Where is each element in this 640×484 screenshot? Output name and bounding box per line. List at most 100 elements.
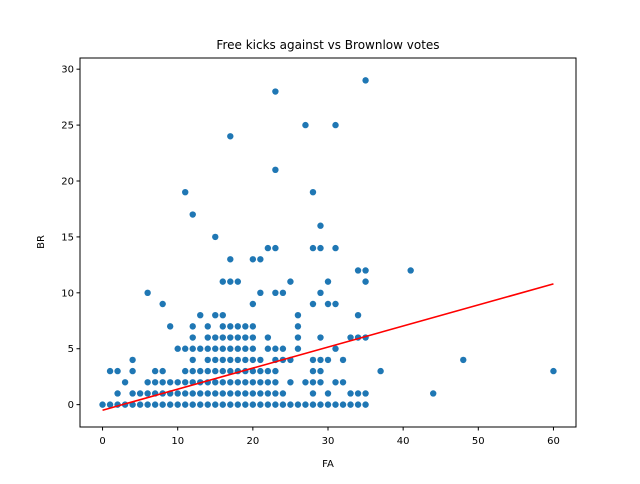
scatter-point (347, 334, 354, 341)
scatter-point (332, 121, 339, 129)
scatter-point (234, 323, 242, 330)
scatter-point (249, 379, 257, 386)
scatter-point (136, 390, 144, 397)
scatter-point (242, 323, 249, 330)
scatter-point (257, 289, 264, 297)
scatter-point (242, 334, 249, 341)
scatter-point (234, 356, 242, 364)
scatter-point (219, 367, 226, 375)
scatter-point (272, 401, 279, 408)
scatter-point (272, 244, 279, 252)
scatter-point (242, 390, 249, 397)
scatter-point (264, 345, 272, 352)
scatter-point (234, 334, 242, 341)
scatter-point (204, 323, 211, 330)
scatter-point (309, 188, 317, 196)
scatter-point (249, 345, 257, 352)
scatter-point (129, 367, 136, 375)
scatter-point (272, 367, 279, 375)
scatter-point (257, 390, 264, 397)
scatter-point (227, 379, 234, 386)
scatter-point (114, 367, 121, 375)
scatter-point (219, 356, 226, 364)
scatter-point (354, 401, 362, 408)
y-axis-label: BR (36, 235, 47, 249)
x-tick-label: 50 (472, 436, 485, 447)
scatter-point (219, 278, 226, 285)
scatter-point (272, 289, 279, 297)
scatter-point (339, 379, 347, 386)
scatter-point (197, 401, 204, 408)
scatter-point (407, 267, 414, 274)
scatter-point (212, 390, 219, 397)
scatter-point (227, 390, 234, 397)
scatter-point (257, 379, 264, 386)
scatter-point (347, 401, 354, 408)
scatter-point (144, 379, 151, 386)
scatter-point (159, 379, 166, 386)
scatter-point (354, 311, 362, 319)
scatter-point (279, 401, 287, 408)
scatter-point (182, 367, 189, 375)
scatter-point (550, 367, 557, 375)
scatter-point (114, 390, 121, 397)
scatter-point (249, 356, 257, 364)
scatter-point (287, 278, 294, 285)
scatter-point (219, 323, 226, 330)
scatter-point (272, 379, 279, 386)
scatter-point (272, 345, 279, 352)
scatter-point (227, 367, 234, 375)
scatter-point (317, 334, 324, 341)
scatter-point (212, 311, 219, 319)
scatter-point (219, 311, 226, 319)
y-tick-label: 0 (68, 400, 74, 411)
scatter-point (332, 244, 339, 252)
scatter-point (460, 356, 467, 364)
scatter-point (204, 401, 211, 408)
scatter-point (234, 278, 242, 285)
scatter-point (272, 88, 279, 95)
scatter-point (182, 379, 189, 386)
scatter-point (159, 300, 166, 308)
scatter-point (264, 401, 272, 408)
scatter-point (332, 300, 339, 308)
scatter-point (317, 356, 324, 364)
scatter-point (197, 345, 204, 352)
scatter-point (324, 390, 332, 397)
x-axis-label: FA (322, 459, 334, 470)
scatter-point (354, 267, 362, 274)
chart-title: Free kicks against vs Brownlow votes (216, 38, 439, 52)
scatter-point (189, 367, 196, 375)
scatter-point (144, 401, 151, 408)
scatter-point (136, 401, 144, 408)
scatter-point (257, 356, 264, 364)
scatter-point (309, 244, 317, 252)
scatter-point (362, 278, 369, 285)
scatter-point (129, 390, 136, 397)
scatter-point (354, 390, 362, 397)
x-tick-label: 10 (171, 436, 184, 447)
scatter-point (182, 345, 189, 352)
y-tick-label: 10 (61, 288, 74, 299)
scatter-point (257, 367, 264, 375)
scatter-point (294, 401, 302, 408)
scatter-point (227, 278, 234, 285)
scatter-point (362, 267, 369, 274)
scatter-point (227, 133, 234, 140)
scatter-point (212, 401, 219, 408)
scatter-point (257, 256, 264, 263)
scatter-point (317, 379, 324, 386)
scatter-point (234, 379, 242, 386)
scatter-point (249, 334, 257, 341)
scatter-point (264, 334, 272, 341)
scatter-point (212, 233, 219, 241)
scatter-point (302, 401, 309, 408)
scatter-point (166, 401, 174, 408)
scatter-point (219, 390, 226, 397)
scatter-point (249, 390, 257, 397)
scatter-point (279, 390, 287, 397)
x-tick-label: 0 (99, 436, 105, 447)
scatter-point (324, 356, 332, 364)
y-axis-ticks: 0 5 10 15 20 25 30 (61, 65, 80, 411)
